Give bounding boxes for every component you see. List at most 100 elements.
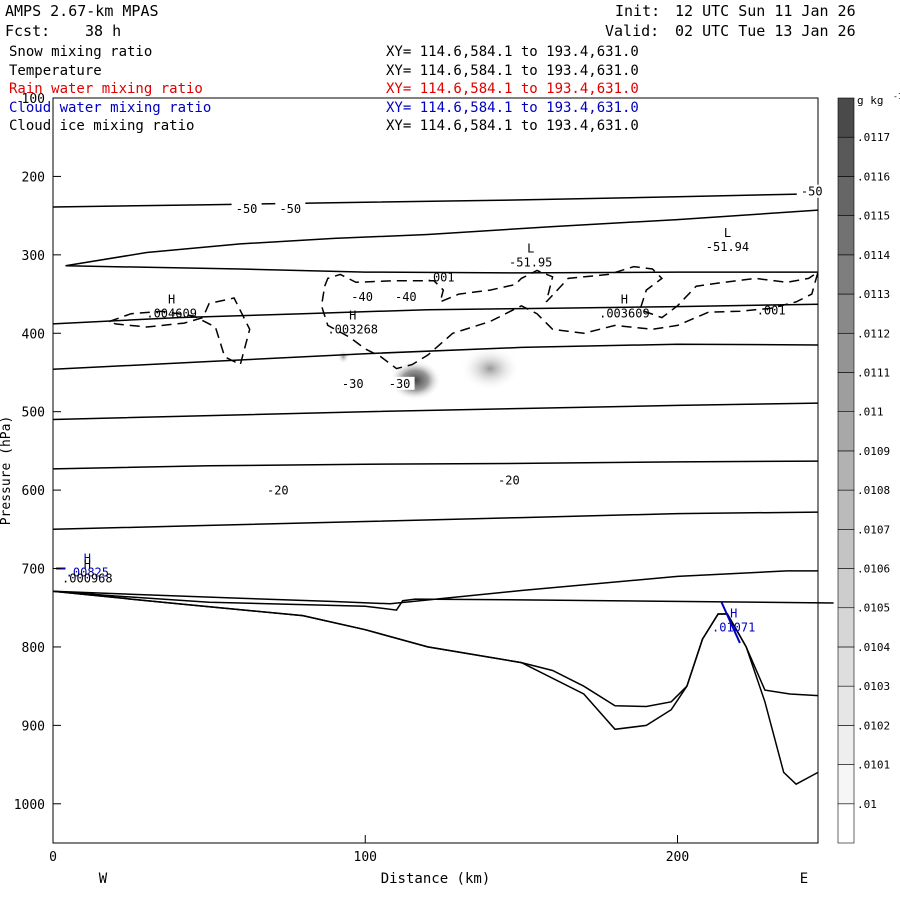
colorbar-swatch bbox=[837, 372, 855, 412]
colorbar-tick-label: .0113 bbox=[857, 288, 890, 301]
y-tick-label: 300 bbox=[22, 249, 45, 264]
temperature-contour-label: -40 bbox=[395, 290, 417, 304]
extremum-letter: H bbox=[730, 606, 737, 620]
colorbar-tick-label: .0109 bbox=[857, 445, 890, 458]
temperature-contour-label: -30 bbox=[389, 377, 411, 391]
colorbar-swatch bbox=[837, 725, 855, 765]
contour-label-bg bbox=[337, 376, 368, 390]
colorbar-unit: g kg bbox=[857, 94, 884, 107]
temperature-contour bbox=[65, 209, 819, 267]
temperature-contour-label: -50 bbox=[801, 185, 823, 199]
colorbar-swatch bbox=[837, 450, 855, 491]
temperature-contour bbox=[65, 265, 818, 274]
field-name: Temperature bbox=[9, 62, 102, 79]
extremum-letter: L bbox=[527, 242, 534, 256]
colorbar-tick-label: .0114 bbox=[857, 249, 890, 262]
colorbar-tick-label: .0112 bbox=[857, 327, 890, 340]
colorbar-swatch bbox=[837, 764, 855, 805]
contour-label-bg bbox=[796, 184, 827, 198]
y-tick-label: 1000 bbox=[14, 798, 45, 813]
extremum-letter: H bbox=[621, 293, 628, 307]
contour-label-bg bbox=[384, 376, 415, 390]
colorbar-tick-label: .0101 bbox=[857, 759, 890, 772]
temperature-contour bbox=[52, 192, 819, 208]
extremum-letter: H bbox=[168, 293, 175, 307]
colorbar-swatch bbox=[837, 489, 855, 530]
colorbar-swatch bbox=[837, 803, 855, 844]
temperature-contour bbox=[52, 343, 819, 371]
colorbar-tick-label: .0107 bbox=[857, 523, 890, 536]
temperature-contour bbox=[52, 590, 834, 611]
contour-label-bg bbox=[275, 201, 306, 215]
x-tick-label: 0 bbox=[49, 850, 57, 865]
colorbar-tick-label: .0103 bbox=[857, 680, 890, 693]
temperature-contour-label: -50 bbox=[279, 202, 301, 216]
contour-label-bg bbox=[390, 289, 421, 303]
field-name: Snow mixing ratio bbox=[9, 44, 153, 60]
mixing-ratio-contour bbox=[320, 265, 820, 370]
colorbar-swatch bbox=[837, 136, 855, 177]
colorbar-swatch bbox=[837, 411, 855, 452]
fcst-value: 38 h bbox=[85, 22, 122, 40]
colorbar-tick-label: .0117 bbox=[857, 131, 890, 144]
contour-label-bg bbox=[347, 289, 378, 303]
colorbar-swatch bbox=[837, 607, 855, 648]
colorbar-swatch bbox=[837, 568, 855, 609]
east-label: E bbox=[800, 871, 808, 887]
colorbar-tick-label: .01 bbox=[857, 798, 877, 811]
extremum-value: .01071 bbox=[712, 620, 755, 634]
init-value: 12 UTC Sun 11 Jan 26 bbox=[675, 2, 856, 20]
contour-label-bg bbox=[262, 483, 293, 497]
y-tick-label: 800 bbox=[22, 641, 45, 656]
extremum-value: -51.94 bbox=[706, 240, 749, 254]
colorbar-swatch bbox=[837, 685, 855, 726]
valid-value: 02 UTC Tue 13 Jan 26 bbox=[675, 22, 856, 40]
colorbar-tick-label: .0105 bbox=[857, 602, 890, 615]
valid-label: Valid: bbox=[605, 22, 660, 40]
y-tick-label: 400 bbox=[22, 327, 45, 342]
y-tick-label: 100 bbox=[22, 92, 45, 107]
colorbar-tick-label: .0111 bbox=[857, 366, 890, 379]
y-tick-label: 900 bbox=[22, 719, 45, 734]
extremum-value: -51.95 bbox=[509, 256, 552, 270]
init-label: Init: bbox=[615, 2, 661, 20]
y-tick-label: 600 bbox=[22, 484, 45, 499]
extremum-value: .003609 bbox=[599, 307, 650, 321]
colorbar-tick-label: .0115 bbox=[857, 210, 890, 223]
mixing-ratio-contour bbox=[108, 297, 251, 366]
mixing-ratio-label: .001 bbox=[757, 303, 786, 317]
extremum-letter: H bbox=[349, 308, 356, 322]
shaded-region bbox=[337, 349, 350, 364]
colorbar-swatch bbox=[837, 97, 855, 138]
temperature-contour bbox=[52, 460, 819, 470]
y-tick-label: 200 bbox=[22, 170, 45, 185]
x-tick-label: 100 bbox=[354, 850, 377, 865]
shaded-region bbox=[389, 360, 442, 401]
extremum-letter: L bbox=[724, 226, 731, 240]
temperature-contour-label: -20 bbox=[267, 483, 289, 497]
colorbar-tick-label: .011 bbox=[857, 406, 884, 419]
field-name: Cloud water mixing ratio bbox=[9, 99, 212, 116]
contour-label-bg bbox=[231, 201, 262, 215]
y-tick-label: 700 bbox=[22, 563, 45, 578]
temperature-contour-label: -20 bbox=[498, 473, 520, 487]
field-xy-range: XY= 114.6,584.1 to 193.4,631.0 bbox=[386, 99, 639, 116]
colorbar-tick-label: .0108 bbox=[857, 484, 890, 497]
x-tick-label: 200 bbox=[666, 850, 689, 865]
terrain-line bbox=[52, 590, 819, 786]
mixing-ratio-label: .001 bbox=[426, 271, 455, 285]
fcst-label: Fcst: bbox=[5, 22, 51, 40]
cloud-water-contour bbox=[720, 601, 741, 644]
extremum-value: .000968 bbox=[62, 572, 113, 586]
extremum-value: .004609 bbox=[146, 307, 197, 321]
colorbar-swatch bbox=[837, 332, 855, 373]
extremum-letter: H bbox=[84, 551, 91, 565]
field-xy-range: XY= 114.6,584.1 to 193.4,631.0 bbox=[386, 81, 639, 97]
colorbar-tick-label: .0116 bbox=[857, 170, 890, 183]
colorbar-tick-label: .0104 bbox=[857, 641, 890, 654]
colorbar-swatch bbox=[837, 254, 855, 295]
field-xy-range: XY= 114.6,584.1 to 193.4,631.0 bbox=[386, 62, 639, 79]
plot-frame bbox=[52, 97, 819, 844]
colorbar-unit-exponent: -1 bbox=[893, 92, 900, 101]
temperature-contour bbox=[52, 570, 818, 605]
